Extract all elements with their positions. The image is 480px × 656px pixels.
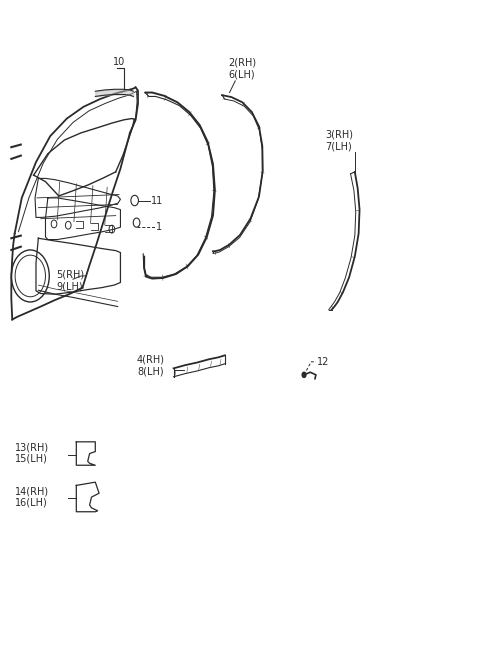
Circle shape bbox=[302, 372, 306, 377]
Text: 3(RH)
7(LH): 3(RH) 7(LH) bbox=[325, 129, 353, 151]
Text: 2(RH)
6(LH): 2(RH) 6(LH) bbox=[228, 58, 257, 79]
Text: 14(RH)
16(LH): 14(RH) 16(LH) bbox=[14, 486, 49, 508]
Text: 5(RH)
9(LH): 5(RH) 9(LH) bbox=[56, 270, 84, 291]
Text: 10: 10 bbox=[113, 56, 125, 66]
Text: 12: 12 bbox=[317, 357, 330, 367]
Text: 1: 1 bbox=[156, 222, 162, 232]
Text: 4(RH)
8(LH): 4(RH) 8(LH) bbox=[136, 355, 164, 377]
Text: 13(RH)
15(LH): 13(RH) 15(LH) bbox=[14, 442, 49, 464]
Text: 11: 11 bbox=[151, 195, 164, 205]
